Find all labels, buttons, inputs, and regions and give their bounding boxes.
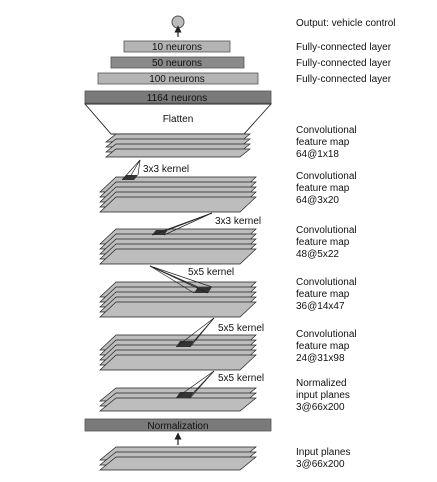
conv-map-64-3x20 (99, 176, 257, 213)
fc-bar-100 (97, 72, 259, 85)
normalized-label-line-1: Normalized (296, 378, 347, 389)
input-label-line-2: 3@66x200 (296, 459, 345, 470)
kernel-connector-4 (175, 317, 215, 348)
normalized-label-line-3: 3@66x200 (296, 402, 345, 413)
conv-label-2-line-2: feature map (296, 183, 350, 194)
output-label: Output: vehicle control (296, 18, 396, 29)
conv-label-3-line-1: Convolutional (296, 225, 357, 236)
kernel-connector-5 (175, 370, 215, 399)
conv-label-1-line-2: feature map (296, 137, 350, 148)
fc-bar-10-text: 10 neurons (152, 42, 202, 53)
input-planes (99, 446, 257, 471)
normalization-label: Normalization (147, 421, 208, 432)
normalized-label-line-2: input planes (296, 390, 350, 401)
conv-map-48-5x22 (99, 228, 257, 265)
conv-label-4-line-3: 36@14x47 (296, 301, 345, 312)
fc-bar-100-text: 100 neurons (149, 74, 205, 85)
fc-bar-50 (110, 56, 245, 69)
output-node (171, 15, 185, 29)
conv-label-3-line-3: 48@5x22 (296, 249, 339, 260)
fc-label-1: Fully-connected layer (296, 42, 392, 53)
conv-label-5-line-1: Convolutional (296, 329, 357, 340)
conv-label-1-line-1: Convolutional (296, 125, 357, 136)
kernel-label-4: 5x5 kernel (218, 323, 264, 334)
kernel-label-5: 5x5 kernel (218, 373, 264, 384)
fc-bar-10 (123, 40, 231, 53)
fc-label-3: Fully-connected layer (296, 74, 392, 85)
conv-label-4-line-2: feature map (296, 289, 350, 300)
normalization-bar (84, 418, 272, 432)
conv-map-36-14x47 (99, 281, 257, 318)
kernel-label-2: 3x3 kernel (215, 216, 261, 227)
normalized-input-planes (99, 387, 257, 412)
kernel-connector-2 (151, 212, 213, 236)
kernel-connector-1 (121, 159, 141, 181)
conv-label-2-line-3: 64@3x20 (296, 195, 339, 206)
flatten-label: Flatten (163, 114, 194, 125)
input-label-line-1: Input planes (296, 447, 351, 458)
conv-label-3-line-2: feature map (296, 237, 350, 248)
conv-label-5-line-3: 24@31x98 (296, 353, 345, 364)
conv-map-24-31x98 (99, 334, 257, 371)
fc-bar-1164 (84, 90, 272, 104)
conv-map-64-1x18 (105, 133, 251, 158)
conv-label-2-line-1: Convolutional (296, 171, 357, 182)
conv-label-4-line-1: Convolutional (296, 277, 357, 288)
conv-label-5-line-2: feature map (296, 341, 350, 352)
kernel-label-1: 3x3 kernel (143, 164, 189, 175)
fc-label-2: Fully-connected layer (296, 58, 392, 69)
fc-bar-50-text: 50 neurons (152, 58, 202, 69)
kernel-label-3: 5x5 kernel (188, 267, 234, 278)
fc-bar-1164-text: 1164 neurons (147, 93, 207, 104)
kernel-connector-3 (149, 265, 213, 294)
conv-label-1-line-3: 64@1x18 (296, 149, 339, 160)
